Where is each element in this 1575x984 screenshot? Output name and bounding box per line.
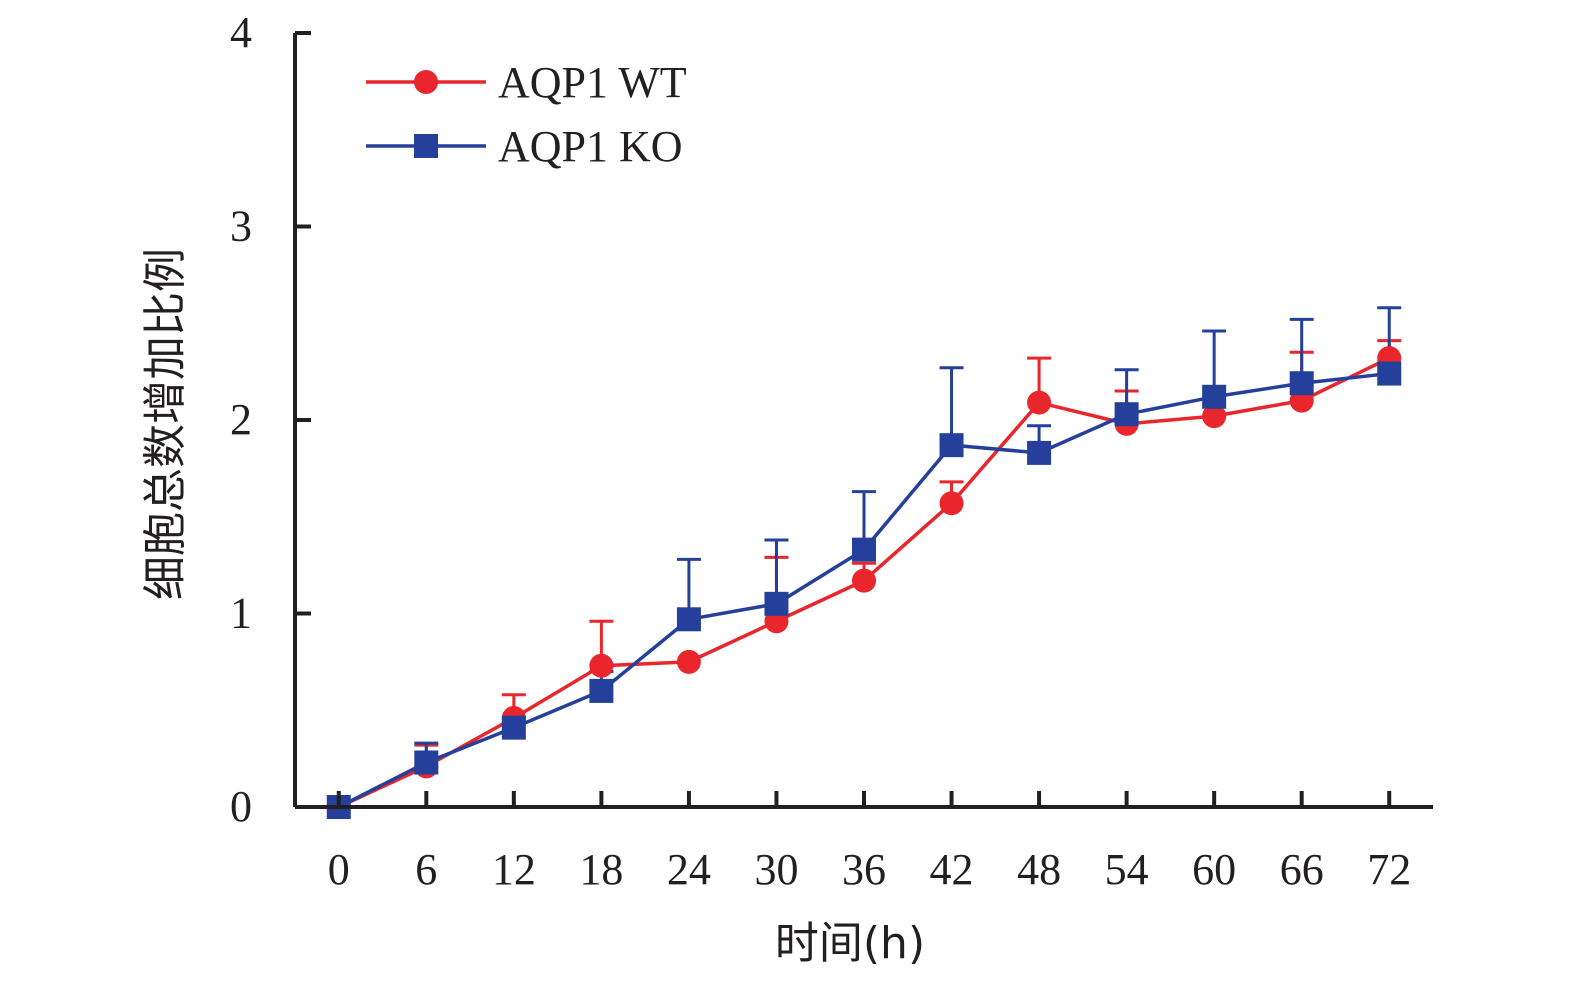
data-point: [1027, 390, 1052, 415]
x-tick-label: 6: [415, 845, 437, 894]
y-tick-label: 4: [230, 8, 252, 57]
x-axis-title: 时间(h): [775, 918, 925, 969]
x-tick-label: 0: [328, 845, 350, 894]
data-point: [676, 649, 701, 674]
y-tick-label: 1: [230, 589, 252, 638]
legend-marker: [414, 134, 438, 158]
x-tick-label: 72: [1367, 845, 1411, 894]
data-point: [1114, 402, 1139, 427]
data-point: [764, 591, 789, 616]
x-tick-label: 60: [1192, 845, 1236, 894]
error-bars: [414, 306, 1402, 767]
data-point: [589, 678, 614, 703]
y-tick-label: 0: [230, 782, 252, 831]
data-point: [852, 568, 876, 593]
y-ticks: 0 1 2 3 4: [230, 8, 311, 831]
data-point: [939, 433, 964, 458]
legend: AQP1 WT AQP1 KO: [366, 58, 687, 171]
x-tick-label: 12: [492, 845, 536, 894]
data-point: [852, 537, 876, 562]
data-point: [676, 607, 701, 632]
x-tick-label: 42: [930, 845, 974, 894]
y-axis-title: 细胞总数增加比例: [140, 248, 191, 600]
x-tick-label: 66: [1280, 845, 1324, 894]
data-point: [1377, 361, 1402, 386]
x-tick-label: 18: [579, 845, 623, 894]
data-point: [1289, 371, 1314, 396]
data-point: [1202, 404, 1227, 429]
series-markers: [326, 346, 1402, 819]
y-tick-label: 3: [230, 202, 252, 251]
y-tick-label: 2: [230, 395, 252, 444]
x-tick-label: 36: [842, 845, 886, 894]
data-point: [1202, 384, 1227, 409]
legend-label: AQP1 KO: [498, 122, 683, 171]
axes: [293, 33, 1433, 809]
data-point: [589, 653, 614, 678]
data-point: [414, 750, 439, 775]
x-tick-label: 30: [754, 845, 798, 894]
legend-label: AQP1 WT: [498, 58, 687, 107]
x-tick-label: 54: [1105, 845, 1149, 894]
x-tick-label: 24: [667, 845, 711, 894]
data-point: [939, 491, 964, 516]
x-ticks: 0 6 12 18 24 30 36 42 48 54 60 66 72: [328, 791, 1411, 894]
x-tick-label: 48: [1017, 845, 1061, 894]
legend-marker: [414, 70, 438, 94]
data-point: [501, 715, 526, 740]
data-point: [1027, 440, 1052, 465]
